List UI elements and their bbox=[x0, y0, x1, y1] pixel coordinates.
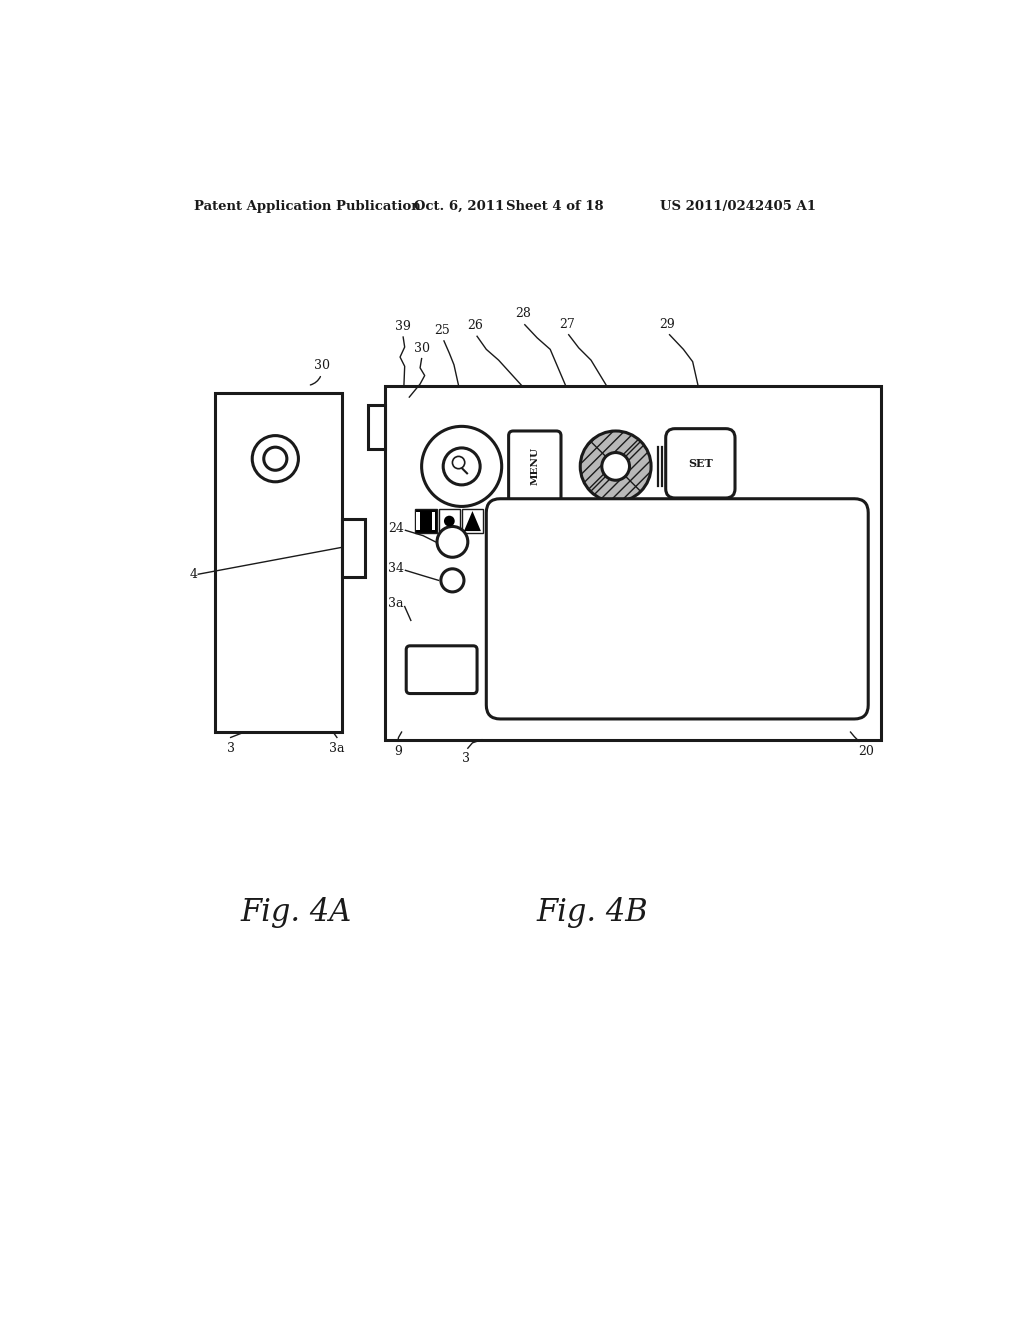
Bar bbox=[438, 508, 460, 533]
FancyBboxPatch shape bbox=[407, 645, 477, 693]
Text: Fig. 4B: Fig. 4B bbox=[537, 898, 648, 928]
Text: 30: 30 bbox=[313, 359, 330, 372]
Text: Patent Application Publication: Patent Application Publication bbox=[194, 199, 421, 213]
Bar bbox=[385, 385, 882, 739]
Text: Fig. 4A: Fig. 4A bbox=[241, 898, 351, 928]
Text: 39: 39 bbox=[395, 321, 411, 333]
Bar bbox=[462, 508, 483, 533]
Circle shape bbox=[443, 447, 480, 484]
Text: US 2011/0242405 A1: US 2011/0242405 A1 bbox=[660, 199, 816, 213]
Text: 34: 34 bbox=[388, 561, 403, 574]
Text: 3a: 3a bbox=[329, 742, 345, 755]
Text: Sheet 4 of 18: Sheet 4 of 18 bbox=[506, 199, 604, 213]
Circle shape bbox=[422, 426, 502, 507]
Text: 29: 29 bbox=[659, 318, 675, 331]
Text: 3: 3 bbox=[462, 752, 470, 766]
FancyBboxPatch shape bbox=[509, 430, 561, 502]
Text: Oct. 6, 2011: Oct. 6, 2011 bbox=[414, 199, 504, 213]
Circle shape bbox=[441, 569, 464, 591]
FancyBboxPatch shape bbox=[666, 429, 735, 498]
Bar bbox=[342, 519, 366, 577]
FancyBboxPatch shape bbox=[486, 499, 868, 719]
Text: 27: 27 bbox=[559, 318, 575, 331]
Text: 9: 9 bbox=[394, 744, 401, 758]
Text: 3: 3 bbox=[226, 742, 234, 755]
Bar bbox=[416, 512, 420, 531]
Bar bbox=[215, 393, 342, 733]
Bar bbox=[432, 512, 435, 531]
Text: 4: 4 bbox=[189, 568, 198, 581]
Circle shape bbox=[252, 436, 298, 482]
Circle shape bbox=[602, 453, 630, 480]
Bar bbox=[368, 405, 385, 449]
Text: 25: 25 bbox=[434, 323, 451, 337]
Text: 28: 28 bbox=[515, 308, 531, 321]
Polygon shape bbox=[464, 511, 481, 531]
Text: 24: 24 bbox=[388, 521, 403, 535]
Circle shape bbox=[581, 432, 651, 502]
Text: 26: 26 bbox=[468, 319, 483, 333]
Circle shape bbox=[444, 516, 455, 527]
Text: MENU: MENU bbox=[530, 447, 540, 486]
Text: SET: SET bbox=[688, 458, 713, 469]
Circle shape bbox=[453, 457, 465, 469]
Circle shape bbox=[437, 527, 468, 557]
Text: 3a: 3a bbox=[388, 597, 403, 610]
Circle shape bbox=[264, 447, 287, 470]
Text: 30: 30 bbox=[414, 342, 430, 355]
Bar bbox=[416, 508, 437, 533]
Text: 20: 20 bbox=[858, 744, 873, 758]
